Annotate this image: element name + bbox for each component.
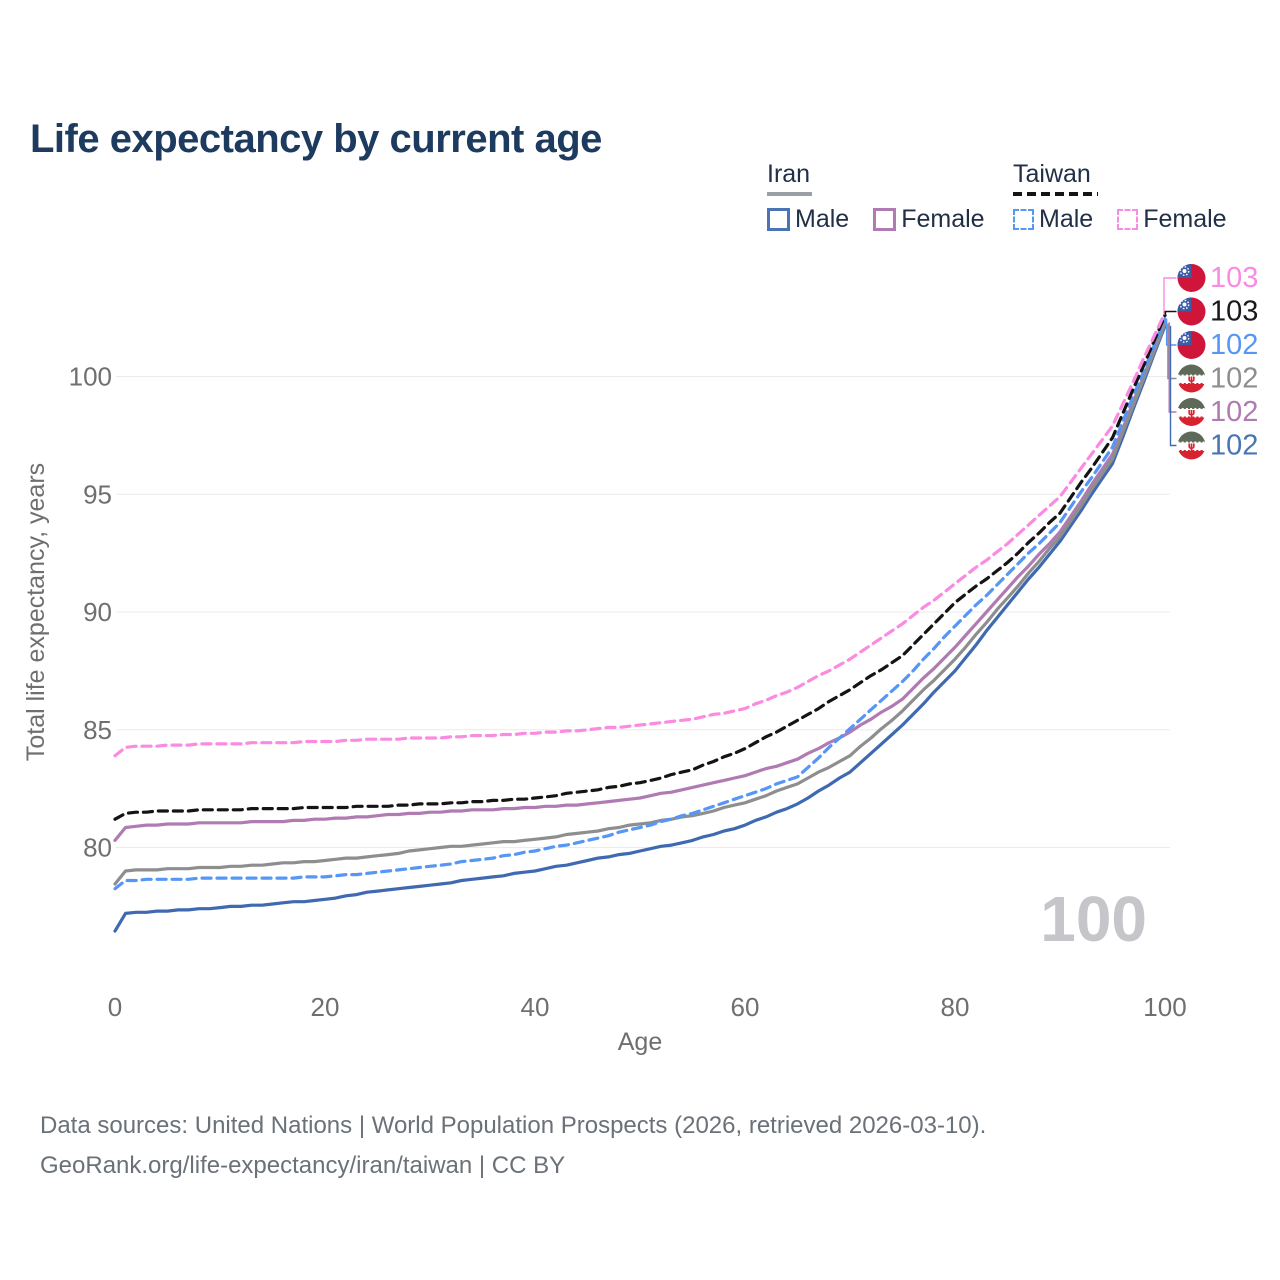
end-label-leader-iran-male	[1169, 325, 1177, 447]
axis-ticks: 80 85 90 95 100 0 20 40 60 80 100	[69, 362, 1187, 1023]
x-tick-0: 0	[108, 992, 122, 1022]
legend-label-taiwan-male[interactable]: Male	[1039, 205, 1094, 233]
legend-swatch-iran-female[interactable]	[873, 208, 897, 231]
legend-swatch-taiwan-male[interactable]	[1013, 209, 1034, 230]
age-hover-readout: 100	[1040, 883, 1147, 955]
end-value-label-taiwan-female: 103	[1210, 262, 1258, 294]
y-tick-95: 95	[83, 479, 112, 509]
legend-swatch-taiwan-female[interactable]	[1117, 209, 1139, 230]
svg-text:ψ: ψ	[1188, 374, 1196, 385]
legend-underline-iran-solid	[767, 192, 812, 196]
x-tick-20: 20	[311, 992, 340, 1022]
legend-country-iran: Iran	[767, 160, 811, 188]
taiwan-flag-icon	[1177, 264, 1206, 292]
svg-text:ψ: ψ	[1188, 441, 1196, 452]
iran-flag-icon: ψ	[1177, 431, 1206, 460]
series-line-taiwan-both	[113, 313, 1167, 821]
series-line-iran-both	[113, 321, 1167, 886]
footer-data-sources: Data sources: United Nations | World Pop…	[40, 1112, 987, 1139]
plot-area[interactable]	[115, 280, 1168, 980]
legend-label-iran-male[interactable]: Male	[795, 205, 850, 233]
page-title: Life expectancy by current age	[30, 116, 602, 161]
y-tick-85: 85	[83, 715, 112, 745]
taiwan-flag-icon	[1177, 331, 1206, 359]
footer: Data sources: United Nations | World Pop…	[40, 1106, 986, 1186]
legend-label-taiwan-female[interactable]: Female	[1143, 205, 1227, 233]
series-line-taiwan-male	[113, 317, 1167, 891]
x-tick-80: 80	[941, 992, 970, 1022]
legend-swatch-iran-male[interactable]	[767, 208, 790, 231]
end-value-label-iran-both: 102	[1210, 363, 1258, 395]
iran-flag-icon: ψ	[1177, 364, 1206, 393]
series-line-iran-male	[113, 324, 1167, 933]
x-tick-100: 100	[1143, 992, 1186, 1022]
legend-country-taiwan: Taiwan	[1013, 160, 1091, 188]
legend-underline-taiwan-dashed	[1013, 192, 1098, 196]
x-axis-title: Age	[618, 1028, 662, 1056]
y-tick-90: 90	[83, 597, 112, 627]
iran-flag-icon: ψ	[1177, 398, 1206, 426]
end-value-label-iran-male: 102	[1210, 430, 1258, 462]
legend-label-iran-female[interactable]: Female	[901, 205, 985, 233]
svg-text:ψ: ψ	[1188, 408, 1196, 419]
series-line-taiwan-female	[113, 311, 1167, 758]
end-value-label-taiwan-male: 102	[1210, 329, 1258, 361]
end-value-label-iran-female: 102	[1210, 396, 1258, 428]
x-tick-40: 40	[521, 992, 550, 1022]
end-label-leader-iran-female	[1168, 322, 1177, 413]
y-tick-100: 100	[69, 362, 112, 392]
legend-group-iran: Iran Male Female	[767, 160, 985, 234]
end-value-label-taiwan-both: 103	[1210, 296, 1258, 328]
y-tick-80: 80	[83, 833, 112, 863]
series-line-iran-female	[113, 320, 1167, 843]
gridlines	[116, 376, 1170, 848]
footer-attribution: GeoRank.org/life-expectancy/iran/taiwan …	[40, 1152, 566, 1179]
taiwan-flag-icon	[1177, 297, 1206, 326]
end-label-leader-taiwan-both	[1164, 310, 1177, 316]
end-label-leader-taiwan-male	[1165, 318, 1177, 346]
x-tick-60: 60	[731, 992, 760, 1022]
end-label-leader-taiwan-female	[1163, 277, 1177, 313]
end-label-leader-iran-both	[1167, 323, 1177, 380]
y-axis-title: Total life expectancy, years	[22, 463, 50, 761]
legend-group-taiwan: Taiwan Male Female	[1013, 160, 1227, 234]
